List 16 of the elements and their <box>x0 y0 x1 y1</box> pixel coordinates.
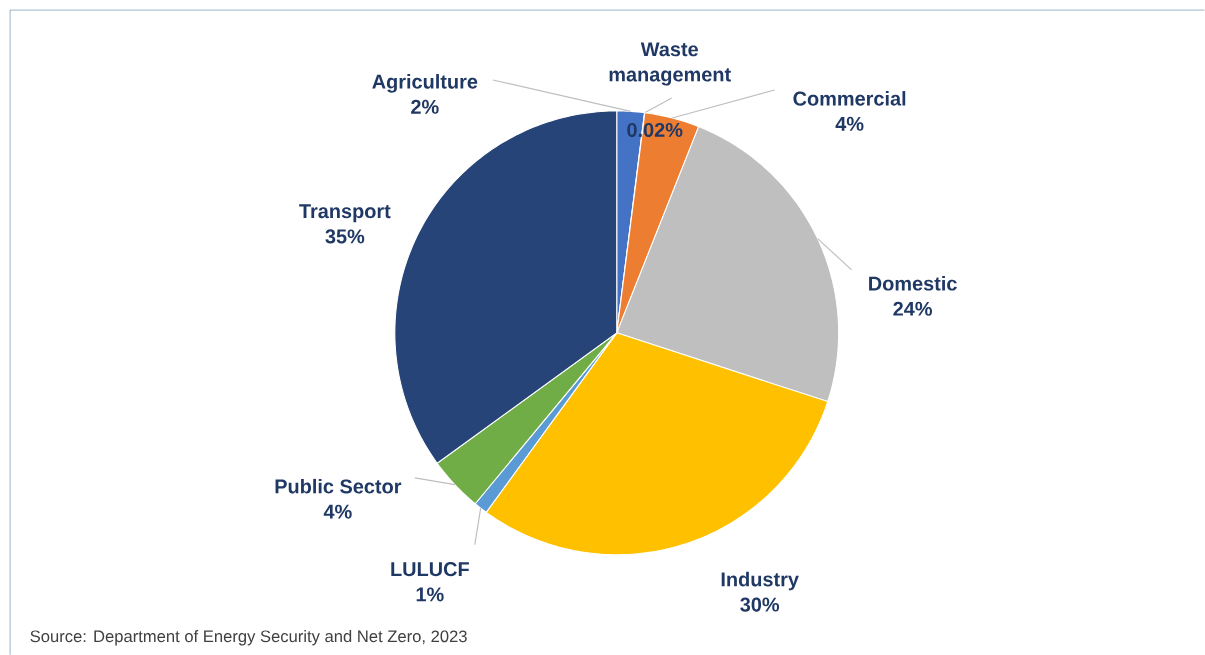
slice-label: Industry <box>721 571 799 591</box>
data-label: 4% <box>323 504 352 519</box>
source-note: Source: Department of Energy Security and Net Zero, 2023 <box>30 629 467 646</box>
data-label: 1% <box>416 587 444 602</box>
data-label: 2% <box>411 99 439 114</box>
slice-label: Agriculture <box>372 73 478 93</box>
data-label: 4% <box>835 116 864 131</box>
slice-label: LULUCF <box>391 561 469 577</box>
slice-label: Public Sector <box>275 478 402 494</box>
slice-label: Commercial <box>793 90 906 106</box>
slice-label: Domestic <box>869 275 957 291</box>
slice-label: Waste management <box>609 42 731 86</box>
data-label: 30% <box>740 597 780 612</box>
data-label: 24% <box>893 301 932 316</box>
slice-label: Transport <box>299 204 391 223</box>
data-label: 35% <box>325 229 365 244</box>
